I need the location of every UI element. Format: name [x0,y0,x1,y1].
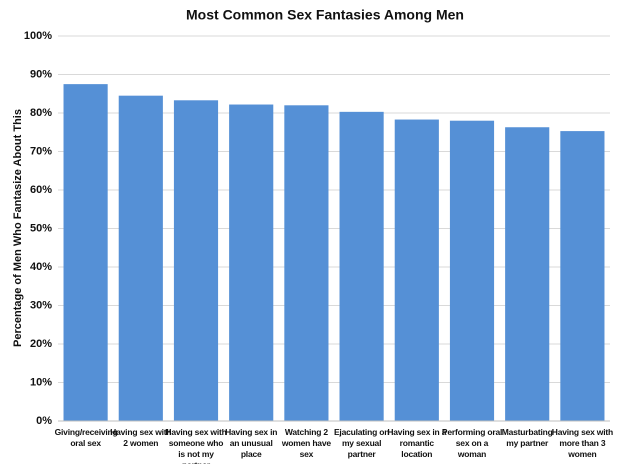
x-tick-label: Giving/receiving oral sex [54,427,118,448]
x-tick-label: Having sex with 2 women [110,427,172,448]
y-tick-label: 80% [30,107,52,119]
y-tick-label: 20% [30,338,52,350]
x-tick-label: Performing oral sex on a woman [441,427,503,459]
y-tick-label: 100% [24,30,52,42]
chart-title: Most Common Sex Fantasies Among Men [186,7,464,23]
bar [394,119,439,422]
y-tick-label: 10% [30,376,52,388]
y-axis-label: Percentage of Men Who Fantasize About Th… [12,109,24,347]
x-tick-label: Having sex with someone who is not my pa… [165,427,227,464]
y-tick-label: 60% [30,184,52,196]
x-tick-label: Having sex with more than 3 women [551,427,614,459]
bar [284,105,329,422]
x-tick-label: Ejaculating on my sexual partner [333,427,390,459]
bar [173,100,219,422]
y-tick-label: 50% [30,222,52,234]
bar [339,111,384,421]
y-tick-label: 70% [30,145,52,157]
bar [449,120,495,421]
bar [560,131,605,421]
bar [63,84,108,421]
x-tick-label: Watching 2 women have sex [281,427,331,459]
y-tick-label: 90% [30,68,52,80]
bar [229,104,274,421]
y-tick-label: 30% [30,299,52,311]
x-tick-label: Having sex in an unusual place [225,427,278,459]
y-tick-label: 0% [36,415,52,427]
bar [118,95,163,422]
y-tick-label: 40% [30,261,52,273]
bar [505,127,550,422]
x-tick-label: Masturbating my partner [501,427,553,448]
x-tick-label: Having sex in a romantic location [387,427,447,459]
